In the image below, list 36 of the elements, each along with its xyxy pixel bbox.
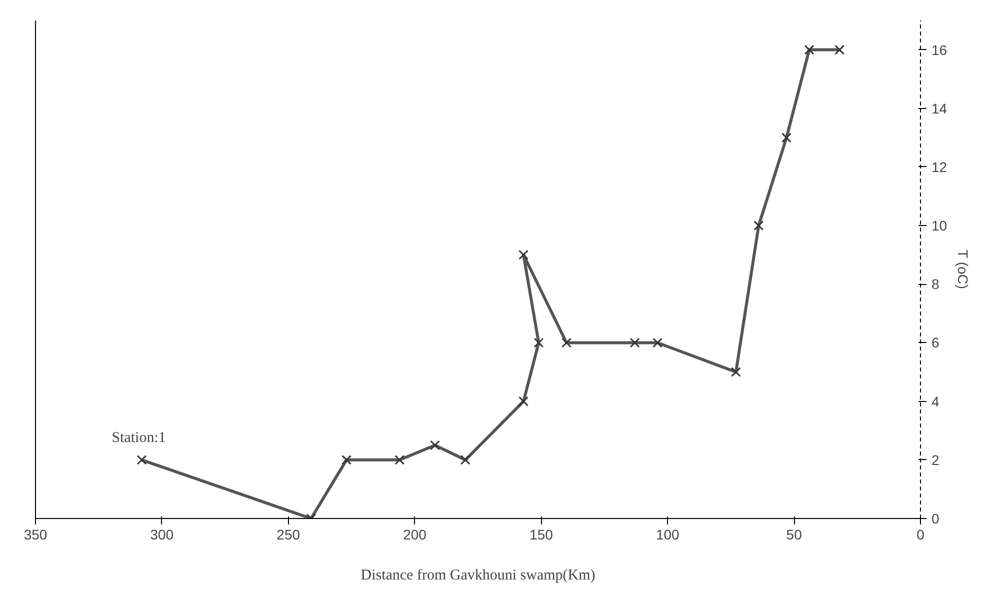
point <box>652 338 663 348</box>
y-axis-title: T (oC) <box>955 250 972 290</box>
y-tick-label: 16 <box>932 42 948 58</box>
point <box>136 454 147 465</box>
x-tick-label: 200 <box>403 526 427 542</box>
point <box>430 440 440 450</box>
x-tick-label: 0 <box>916 526 925 542</box>
x-tick-label: 150 <box>530 526 554 542</box>
point <box>534 338 544 348</box>
annotation: Station:1 <box>112 430 166 446</box>
point <box>834 44 845 55</box>
x-tick-label: 50 <box>786 526 802 542</box>
y-tick-label: 6 <box>932 334 940 351</box>
point <box>730 367 741 378</box>
point <box>394 454 405 465</box>
x-axis-title: Distance from Gavkhouni swamp(Km) <box>360 568 596 584</box>
x-tick-label: 350 <box>24 526 48 542</box>
point <box>518 250 529 260</box>
point <box>460 454 470 465</box>
point <box>630 338 640 348</box>
point <box>754 220 764 231</box>
y-tick-label: 14 <box>932 100 948 116</box>
y-tick-label: 0 <box>932 510 940 526</box>
point <box>562 338 572 348</box>
point <box>781 132 792 143</box>
y-tick-label: 2 <box>932 452 940 468</box>
x-tick-label: 100 <box>656 526 680 542</box>
point <box>342 454 352 465</box>
y-tick-label: 10 <box>932 218 948 234</box>
point <box>518 396 529 406</box>
y-tick-label: 8 <box>932 276 940 292</box>
y-tick-label: 12 <box>932 158 948 175</box>
x-tick-label: 300 <box>150 526 174 542</box>
y-tick-label: 4 <box>932 393 940 410</box>
point <box>804 44 814 55</box>
x-tick-label: 250 <box>276 526 300 542</box>
